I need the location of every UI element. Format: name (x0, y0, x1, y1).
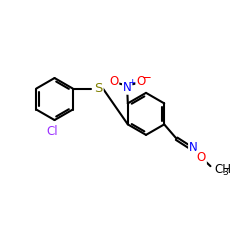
Text: 3: 3 (222, 168, 228, 177)
Text: N: N (123, 81, 132, 94)
Text: Cl: Cl (47, 126, 58, 138)
Text: +: + (128, 78, 136, 87)
Text: O: O (109, 75, 118, 88)
Text: O: O (136, 75, 145, 88)
Text: CH: CH (214, 163, 231, 176)
Text: −: − (142, 71, 152, 84)
Text: N: N (189, 141, 198, 154)
Text: S: S (94, 82, 103, 95)
Text: O: O (197, 151, 206, 164)
